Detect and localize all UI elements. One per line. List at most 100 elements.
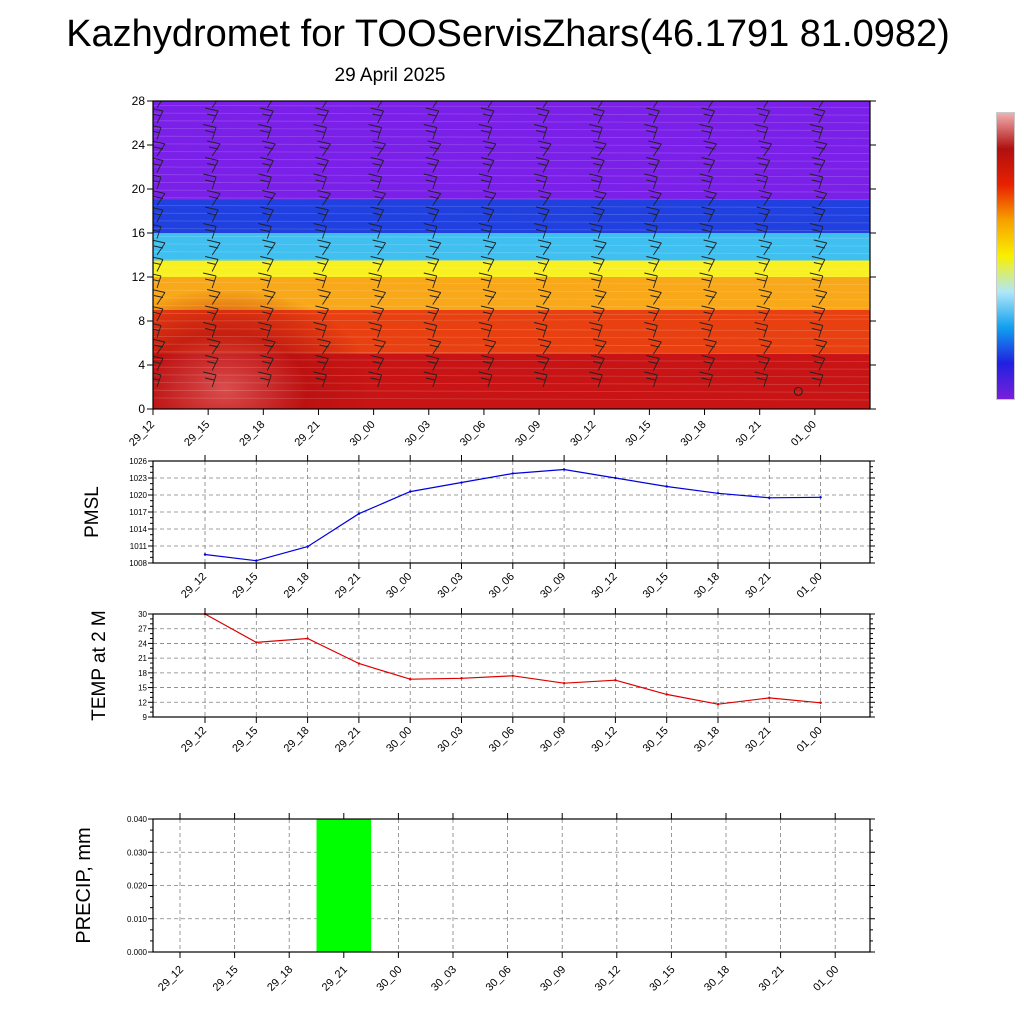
wind-barb xyxy=(205,305,219,322)
wind-barb xyxy=(315,355,329,371)
wind-barb xyxy=(423,223,438,239)
wind-barb xyxy=(535,107,550,124)
wind-barb xyxy=(758,140,773,157)
y-tick-label: 0.010 xyxy=(127,915,148,924)
wind-barb xyxy=(533,124,548,140)
wind-barb xyxy=(425,107,440,124)
wind-barb xyxy=(646,256,660,272)
wind-barb xyxy=(754,124,769,140)
wind-barb xyxy=(533,371,548,388)
x-tick-label: 29_18 xyxy=(282,571,312,601)
x-tick-label: 30_00 xyxy=(348,419,378,449)
wind-barb xyxy=(537,239,552,256)
heatmap-contour xyxy=(153,366,870,370)
plot-background xyxy=(153,614,870,717)
wind-barb xyxy=(813,190,828,206)
y-tick-label: 8 xyxy=(138,314,145,328)
wind-barb xyxy=(811,305,826,322)
wind-barb xyxy=(370,355,385,371)
wind-barb xyxy=(207,190,221,206)
wind-barb xyxy=(205,256,219,272)
y-tick-label: 18 xyxy=(138,669,147,678)
plot-frame xyxy=(152,818,871,953)
wind-barb xyxy=(591,256,605,272)
wind-barb xyxy=(703,140,717,157)
wind-barb xyxy=(758,190,773,206)
plot-frame xyxy=(152,613,871,718)
wind-barb xyxy=(589,124,603,140)
heatmap-contour xyxy=(153,174,870,178)
wind-barb xyxy=(593,338,607,355)
wind-barb xyxy=(478,322,493,338)
wind-barb xyxy=(758,289,773,305)
wind-barb xyxy=(480,355,495,371)
wind-barb xyxy=(482,338,497,355)
x-tick-label: 01_00 xyxy=(795,725,825,755)
wind-barb xyxy=(535,206,550,223)
heatmap-contour xyxy=(153,166,870,170)
wind-barb xyxy=(203,371,217,388)
y-tick-label: 0 xyxy=(138,402,145,416)
data-point xyxy=(562,468,566,471)
pmsl-axis-label: PMSL xyxy=(82,486,103,538)
wind-barb xyxy=(754,272,769,289)
wind-barb xyxy=(533,223,548,239)
wind-barb xyxy=(205,107,219,124)
heatmap-contour xyxy=(153,228,870,232)
x-tick-label: 30_09 xyxy=(513,419,543,449)
wind-barb xyxy=(703,289,717,305)
wind-barb xyxy=(372,140,386,157)
heatmap-contour xyxy=(153,251,870,255)
x-tick-label: 30_03 xyxy=(436,725,466,755)
y-tick-label: 1014 xyxy=(129,525,147,534)
heatmap-contour xyxy=(153,235,870,239)
y-tick-label: 12 xyxy=(132,270,146,284)
wind-barb xyxy=(537,140,552,157)
x-tick-label: 30_21 xyxy=(743,571,773,601)
x-tick-label: 30_18 xyxy=(679,419,709,449)
wind-barb xyxy=(754,322,769,338)
wind-barb xyxy=(260,305,274,322)
wind-barb xyxy=(809,124,824,140)
wind-barb xyxy=(258,173,272,190)
wind-barb xyxy=(478,371,493,388)
x-tick-label: 29_15 xyxy=(230,725,260,755)
wind-barb xyxy=(372,338,386,355)
x-tick-label: 29_12 xyxy=(179,571,209,601)
wind-barb xyxy=(258,371,272,388)
wind-barb xyxy=(427,190,442,206)
y-tick-label: 1011 xyxy=(130,542,148,551)
x-tick-label: 30_03 xyxy=(403,419,433,449)
data-point xyxy=(716,492,720,495)
wind-barb xyxy=(207,239,221,256)
x-tick-label: 01_00 xyxy=(789,419,819,449)
data-point xyxy=(562,681,566,685)
y-tick-label: 9 xyxy=(143,713,148,722)
x-tick-label: 30_15 xyxy=(623,419,653,449)
precip-axis-label: PRECIP, mm xyxy=(73,827,95,943)
wind-barb xyxy=(260,355,274,371)
wind-barb xyxy=(811,256,826,272)
wind-barb xyxy=(368,371,383,388)
data-point xyxy=(409,678,412,681)
wind-barb xyxy=(533,322,548,338)
data-point xyxy=(665,485,668,488)
wind-barb xyxy=(756,355,771,371)
y-tick-label: 1020 xyxy=(129,491,147,500)
wind-barb xyxy=(589,272,603,289)
y-tick-label: 20 xyxy=(132,182,146,196)
x-tick-label: 30_15 xyxy=(647,964,677,994)
wind-barb xyxy=(480,206,495,223)
wind-barb xyxy=(756,157,771,173)
heatmap-contour xyxy=(153,181,870,185)
wind-barb xyxy=(756,107,771,124)
wind-barb xyxy=(203,322,217,338)
temp-panel: 9 12 15 18 21 24 27 30 29_12 29_15 29_18 29_21 30_00… xyxy=(89,608,875,755)
wind-barb xyxy=(537,338,552,355)
heatmap-contour xyxy=(153,105,870,108)
wind-barb xyxy=(260,107,274,124)
heatmap-contour xyxy=(153,397,870,401)
wind-barb xyxy=(703,338,717,355)
wind-barb xyxy=(813,140,828,157)
data-point xyxy=(409,490,412,493)
